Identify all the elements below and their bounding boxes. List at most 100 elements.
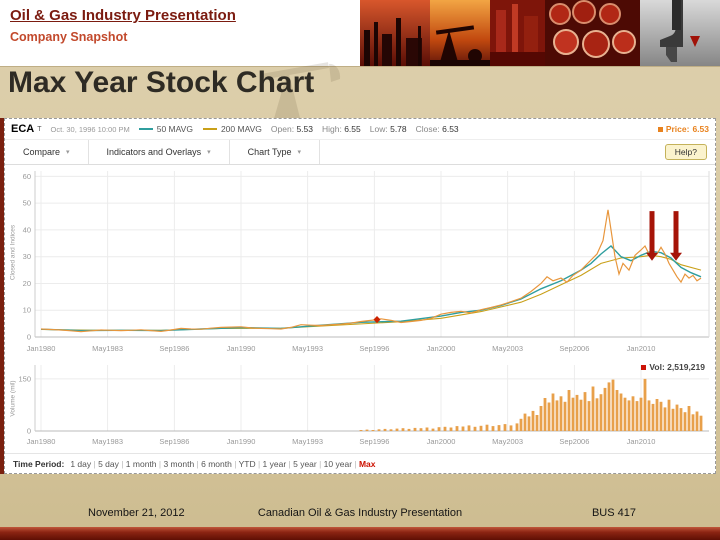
- quote-low-value: 5.78: [390, 124, 407, 134]
- chart-legend: 50 MAVG 200 MAVG: [138, 124, 262, 134]
- price-chart: Closed and Indices Jan1980 May1983 Sep1986…: [5, 165, 715, 361]
- help-button[interactable]: Help?: [664, 144, 707, 160]
- svg-text:Jan2010: Jan2010: [627, 344, 656, 353]
- compare-button-label: Compare: [23, 147, 61, 157]
- chart-toolbar: Compare ▾ Indicators and Overlays ▾ Char…: [5, 140, 715, 165]
- time-period-option-10-year[interactable]: 10 year: [323, 459, 353, 469]
- volume-chart-svg[interactable]: Jan1980 May1983 Sep1986 Jan1990 May1993 Sep19…: [5, 361, 715, 453]
- footer-date: November 21, 2012: [88, 507, 185, 519]
- time-period-separator: |: [156, 459, 164, 469]
- time-period-option-max[interactable]: Max: [358, 459, 376, 469]
- time-period-option-6-month[interactable]: 6 month: [201, 459, 232, 469]
- svg-text:Jan1990: Jan1990: [227, 344, 256, 353]
- quote-open-value: 5.53: [296, 124, 313, 134]
- svg-text:May2003: May2003: [492, 437, 523, 446]
- svg-text:Jan2010: Jan2010: [627, 437, 656, 446]
- chart-type-label: Chart Type: [247, 147, 292, 157]
- chevron-down-icon: ▾: [66, 149, 70, 156]
- compare-button[interactable]: Compare ▾: [5, 140, 89, 164]
- svg-text:Sep2006: Sep2006: [559, 344, 589, 353]
- header-titles: Oil & Gas Industry Presentation Company …: [10, 7, 236, 44]
- time-period-option-3-month[interactable]: 3 month: [163, 459, 195, 469]
- time-period-separator: |: [194, 459, 202, 469]
- svg-text:May1983: May1983: [92, 437, 123, 446]
- refinery-photo: [360, 0, 430, 66]
- indicators-overlays-button[interactable]: Indicators and Overlays ▾: [88, 140, 230, 164]
- chevron-down-icon: ▾: [207, 149, 211, 156]
- volume-readout: Vol: 2,519,219: [641, 362, 705, 372]
- price-readout: Price: 6.53: [657, 124, 709, 134]
- time-period-separator: |: [231, 459, 239, 469]
- quote-datetime: Oct. 30, 1996 10:00 PM: [50, 124, 130, 134]
- header-bar: Oil & Gas Industry Presentation Company …: [0, 0, 720, 67]
- quote-low: Low: 5.78: [370, 124, 407, 134]
- quote-high-label: High:: [321, 124, 342, 134]
- quote-open-label: Open:: [270, 124, 295, 134]
- quote-close-label: Close:: [415, 124, 440, 134]
- svg-text:40: 40: [23, 225, 31, 234]
- slide-title: Max Year Stock Chart: [8, 66, 315, 99]
- svg-text:Jan1980: Jan1980: [27, 437, 56, 446]
- svg-text:Sep1986: Sep1986: [159, 437, 189, 446]
- legend-label: 200 MAVG: [220, 124, 262, 134]
- price-chart-svg[interactable]: Jan1980 May1983 Sep1986 Jan1990 May1993 Sep19…: [5, 165, 715, 361]
- red-arrow-icon: [690, 36, 700, 47]
- svg-text:60: 60: [23, 172, 31, 181]
- ticker-symbol: ECA: [11, 123, 35, 135]
- legend-item: 50 MAVG: [138, 124, 193, 134]
- time-period-label: Time Period:: [13, 459, 65, 469]
- svg-text:Sep2006: Sep2006: [559, 437, 589, 446]
- time-period-separator: |: [286, 459, 294, 469]
- drilling-rig-photo: [490, 0, 545, 66]
- volume-bullet-icon: [641, 364, 647, 370]
- quote-high: High: 6.55: [322, 124, 361, 134]
- svg-text:50: 50: [23, 199, 31, 208]
- stock-chart-widget: ECA T Oct. 30, 1996 10:00 PM 50 MAVG 200 …: [4, 118, 716, 474]
- exchange-code: T: [37, 125, 42, 133]
- legend-swatch-icon: [202, 128, 217, 130]
- footer-course: BUS 417: [591, 507, 636, 519]
- svg-text:Sep1996: Sep1996: [359, 344, 389, 353]
- quote-close: Close: 6.53: [416, 124, 459, 134]
- time-period-option-1-month[interactable]: 1 month: [125, 459, 157, 469]
- price-bullet-icon: [657, 126, 663, 132]
- svg-text:May2003: May2003: [492, 344, 523, 353]
- volume-chart: Volume (mil) Vol: 2,519,219 Jan1980 May19…: [5, 361, 715, 453]
- bottom-accent-bar: [0, 527, 720, 540]
- svg-text:150: 150: [18, 374, 31, 383]
- svg-text:Sep1986: Sep1986: [159, 344, 189, 353]
- quote-open: Open: 5.53: [271, 124, 313, 134]
- time-period-option-5-year[interactable]: 5 year: [293, 459, 317, 469]
- price-value: 6.53: [692, 124, 709, 134]
- time-period-separator: |: [316, 459, 324, 469]
- footer-title: Canadian Oil & Gas Industry Presentation: [257, 507, 463, 519]
- presentation-subtitle: Company Snapshot: [10, 30, 128, 44]
- header-photo-collage: [360, 0, 720, 66]
- time-period-options: 1 day | 5 day | 1 month | 3 month | 6 mo…: [70, 459, 375, 469]
- quote-high-value: 6.55: [344, 124, 361, 134]
- svg-text:10: 10: [23, 306, 31, 315]
- time-period-option-1-year[interactable]: 1 year: [262, 459, 287, 469]
- time-period-option-1-day[interactable]: 1 day: [70, 459, 92, 469]
- svg-text:Jan1990: Jan1990: [227, 437, 256, 446]
- quote-close-value: 6.53: [442, 124, 459, 134]
- svg-text:Jan2000: Jan2000: [427, 437, 456, 446]
- svg-text:20: 20: [23, 279, 31, 288]
- price-label: Price:: [665, 124, 690, 134]
- volume-value: Vol: 2,519,219: [649, 362, 705, 372]
- svg-text:May1983: May1983: [92, 344, 123, 353]
- chart-type-button[interactable]: Chart Type ▾: [229, 140, 320, 164]
- svg-text:30: 30: [23, 252, 31, 261]
- quote-row: ECA T Oct. 30, 1996 10:00 PM 50 MAVG 200 …: [5, 119, 715, 140]
- time-period-option-ytd[interactable]: YTD: [238, 459, 256, 469]
- svg-text:0: 0: [27, 427, 31, 436]
- oil-barrels-photo: [545, 0, 640, 66]
- time-period-separator: |: [118, 459, 126, 469]
- time-period-option-5-day[interactable]: 5 day: [98, 459, 119, 469]
- time-period-separator: |: [255, 459, 263, 469]
- legend-item: 200 MAVG: [202, 124, 262, 134]
- legend-swatch-icon: [138, 128, 153, 130]
- svg-text:May1993: May1993: [292, 344, 323, 353]
- svg-text:May1993: May1993: [292, 437, 323, 446]
- pumpjack-photo: [430, 0, 490, 66]
